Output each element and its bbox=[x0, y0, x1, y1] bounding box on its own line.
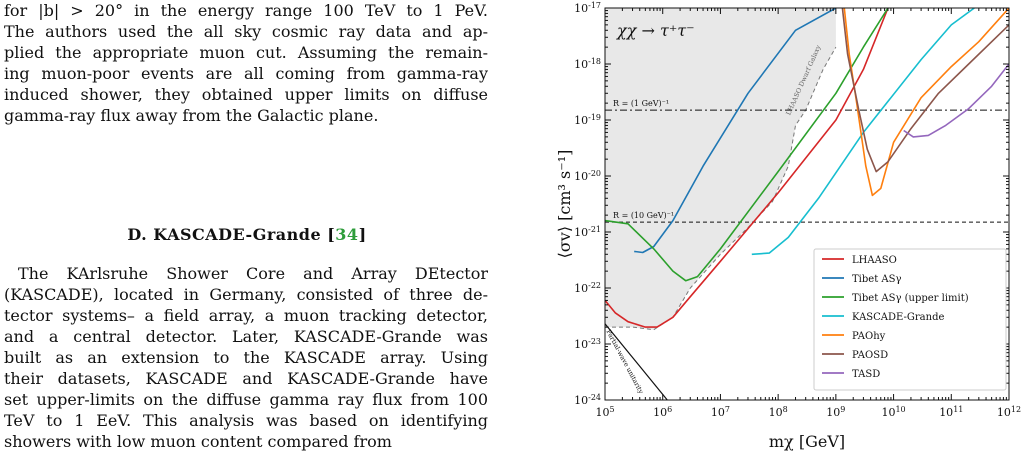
reference-line-label: R = (1 GeV)⁻¹ bbox=[613, 99, 669, 108]
series-line bbox=[841, 8, 1009, 173]
legend-label: KASCADE-Grande bbox=[852, 312, 944, 323]
x-tick-label: 1011 bbox=[939, 405, 963, 420]
y-tick-label: 10-24 bbox=[574, 393, 601, 408]
text-line: their datasets, KASCADE and KASCADE-Gran… bbox=[4, 369, 488, 388]
chart-title: χχ → τ⁺τ⁻ bbox=[616, 21, 695, 40]
text-line: and a central detector. Later, KASCADE-G… bbox=[4, 327, 488, 346]
text-column: for |b| > 20° in the energy range 100 Te… bbox=[4, 0, 490, 460]
series-line bbox=[843, 8, 1009, 197]
text-line: TeV to 1 EeV. This analysis was based on… bbox=[4, 411, 488, 430]
y-tick-label: 10-20 bbox=[574, 169, 601, 184]
text-line: ing muon-poor events are all coming from… bbox=[4, 64, 488, 83]
x-tick-label: 106 bbox=[653, 405, 672, 420]
plot-frame bbox=[604, 7, 1010, 401]
legend-box bbox=[813, 248, 1007, 391]
y-tick-label: 10-19 bbox=[574, 113, 601, 128]
citation-link[interactable]: 34 bbox=[335, 225, 359, 244]
text-line: tector systems– a field array, a muon tr… bbox=[4, 306, 488, 325]
intro-paragraph: for |b| > 20° in the energy range 100 Te… bbox=[4, 0, 488, 126]
y-tick-label: 10-22 bbox=[574, 281, 601, 296]
x-axis-label: mχ [GeV] bbox=[769, 432, 845, 451]
section-heading-text: D. KASCADE-Grande [ bbox=[127, 225, 336, 244]
series-line bbox=[634, 8, 837, 254]
section-heading-close: ] bbox=[358, 225, 367, 244]
text-line: built as an extension to the KASCADE arr… bbox=[4, 348, 488, 367]
text-line: The authors used the all sky cosmic ray … bbox=[4, 22, 488, 41]
body-paragraph: The KArlsruhe Shower Core and Array DEte… bbox=[4, 263, 488, 452]
text-line: set upper-limits on the diffuse gamma ra… bbox=[4, 390, 488, 409]
x-tick-label: 109 bbox=[826, 405, 845, 420]
x-tick-label: 105 bbox=[595, 405, 614, 420]
section-heading: D. KASCADE-Grande [34] bbox=[4, 225, 490, 244]
text-line: (KASCADE), located in Germany, consisted… bbox=[4, 285, 488, 304]
text-line: induced shower, they obtained upper limi… bbox=[4, 85, 488, 104]
legend-label: Tibet ASγ bbox=[852, 274, 901, 285]
text-line: gamma-ray flux away from the Galactic pl… bbox=[4, 106, 379, 125]
legend-label: Tibet ASγ (upper limit) bbox=[852, 293, 969, 304]
reference-line-label: R = (10 GeV)⁻¹ bbox=[613, 211, 674, 220]
unitarity-label: Partial-wave unitarity bbox=[604, 328, 645, 395]
series-line bbox=[751, 8, 975, 256]
legend-label: LHAASO bbox=[852, 255, 897, 266]
x-tick-label: 1012 bbox=[997, 405, 1021, 420]
legend-label: PAOhy bbox=[852, 331, 886, 342]
shaded-region bbox=[605, 8, 836, 330]
x-tick-label: 108 bbox=[769, 405, 788, 420]
text-line: for |b| > 20° in the energy range 100 Te… bbox=[4, 1, 488, 20]
y-tick-label: 10-17 bbox=[574, 1, 601, 16]
y-axis-label: ⟨σv⟩ [cm³ s⁻¹] bbox=[556, 150, 574, 259]
y-tick-label: 10-21 bbox=[574, 225, 601, 240]
text-line: plied the appropriate muon cut. Assuming… bbox=[4, 43, 488, 62]
x-tick-label: 1010 bbox=[881, 405, 905, 420]
x-tick-label: 107 bbox=[711, 405, 730, 420]
legend-label: PAOSD bbox=[852, 350, 888, 361]
unitarity-line bbox=[605, 323, 668, 400]
series-line bbox=[605, 8, 889, 282]
y-tick-label: 10-23 bbox=[574, 337, 601, 352]
text-line: The KArlsruhe Shower Core and Array DEte… bbox=[18, 264, 488, 283]
legend-label: TASD bbox=[852, 369, 880, 380]
figure: LHAASO Dwarf Galaxy Partial-wave unitarit… bbox=[555, 0, 1025, 460]
series-line bbox=[605, 8, 889, 328]
text-line: showers with low muon content compared f… bbox=[4, 432, 392, 451]
series-line bbox=[903, 63, 1009, 138]
y-tick-label: 10-18 bbox=[574, 57, 601, 72]
